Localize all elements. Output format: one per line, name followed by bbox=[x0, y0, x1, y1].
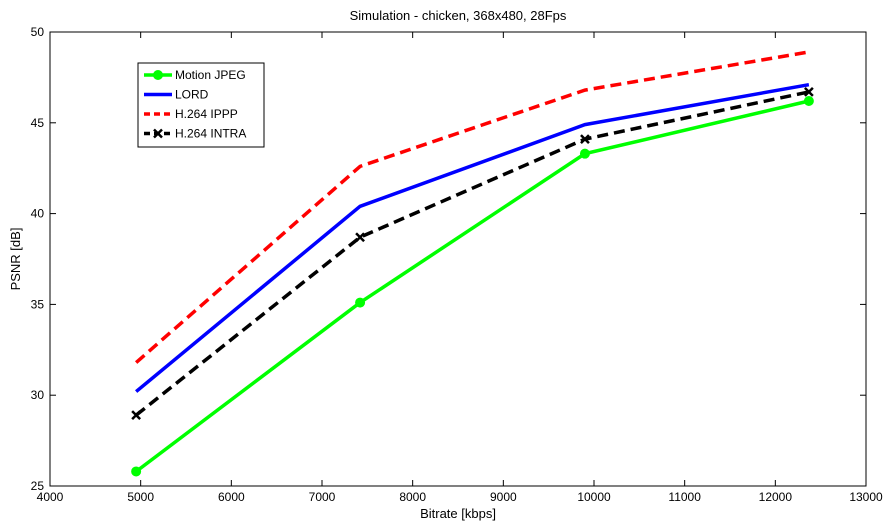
x-tick-label: 4000 bbox=[37, 490, 64, 504]
series-line-motion-jpeg bbox=[135, 99, 810, 473]
x-tick-label: 13000 bbox=[849, 490, 883, 504]
series-point-h-264-intra-stroke-b bbox=[355, 232, 365, 243]
series-point-motion-jpeg bbox=[355, 297, 366, 308]
y-tick-label: 45 bbox=[31, 116, 45, 130]
legend: Motion JPEG LORD H.264 IPPP H.264 INTRA bbox=[137, 62, 265, 148]
series-point-h-264-intra bbox=[355, 232, 365, 243]
legend-label-motion-jpeg: Motion JPEG bbox=[175, 68, 246, 82]
y-tick-label: 35 bbox=[31, 297, 45, 311]
x-tick-label: 7000 bbox=[309, 490, 336, 504]
x-tick-label: 12000 bbox=[759, 490, 793, 504]
series-point-motion-jpeg bbox=[131, 466, 142, 477]
series-line-h-264-intra bbox=[135, 90, 810, 417]
chart-title: Simulation - chicken, 368x480, 28Fps bbox=[350, 8, 567, 23]
x-tick-label: 5000 bbox=[127, 490, 154, 504]
series-point-h-264-intra bbox=[803, 87, 814, 97]
y-axis-title: PSNR [dB] bbox=[8, 228, 23, 291]
legend-label-lord: LORD bbox=[175, 88, 209, 102]
series-point-motion-jpeg bbox=[579, 148, 590, 159]
series-point-h-264-intra bbox=[580, 134, 590, 145]
series-point-h-264-intra-stroke-b bbox=[580, 134, 590, 145]
y-tick-label: 50 bbox=[31, 25, 45, 39]
x-tick-label: 8000 bbox=[399, 490, 426, 504]
series-point-h-264-intra-stroke-b bbox=[803, 87, 814, 97]
legend-marker-h-264-intra-stroke-b bbox=[153, 128, 163, 139]
x-tick-label: 10000 bbox=[577, 490, 611, 504]
x-tick-label: 6000 bbox=[218, 490, 245, 504]
series-point-motion-jpeg bbox=[803, 96, 814, 107]
y-tick-label: 25 bbox=[31, 479, 45, 493]
x-axis-title: Bitrate [kbps] bbox=[420, 506, 496, 521]
legend-marker-h-264-intra bbox=[153, 128, 163, 139]
y-tick-label: 40 bbox=[31, 207, 45, 221]
legend-marker-motion-jpeg bbox=[153, 70, 163, 80]
series-line-lord bbox=[135, 82, 810, 393]
y-tick-label: 30 bbox=[31, 388, 45, 402]
x-tick-label: 11000 bbox=[668, 490, 701, 504]
series-point-h-264-intra-stroke-b bbox=[131, 410, 142, 421]
legend-label-h-264-intra: H.264 INTRA bbox=[175, 127, 246, 141]
series-line-h-264-ippp bbox=[134, 50, 810, 364]
legend-label-h-264-ippp: H.264 IPPP bbox=[175, 107, 238, 121]
series-point-h-264-intra bbox=[131, 410, 142, 421]
x-tick-label: 9000 bbox=[490, 490, 517, 504]
